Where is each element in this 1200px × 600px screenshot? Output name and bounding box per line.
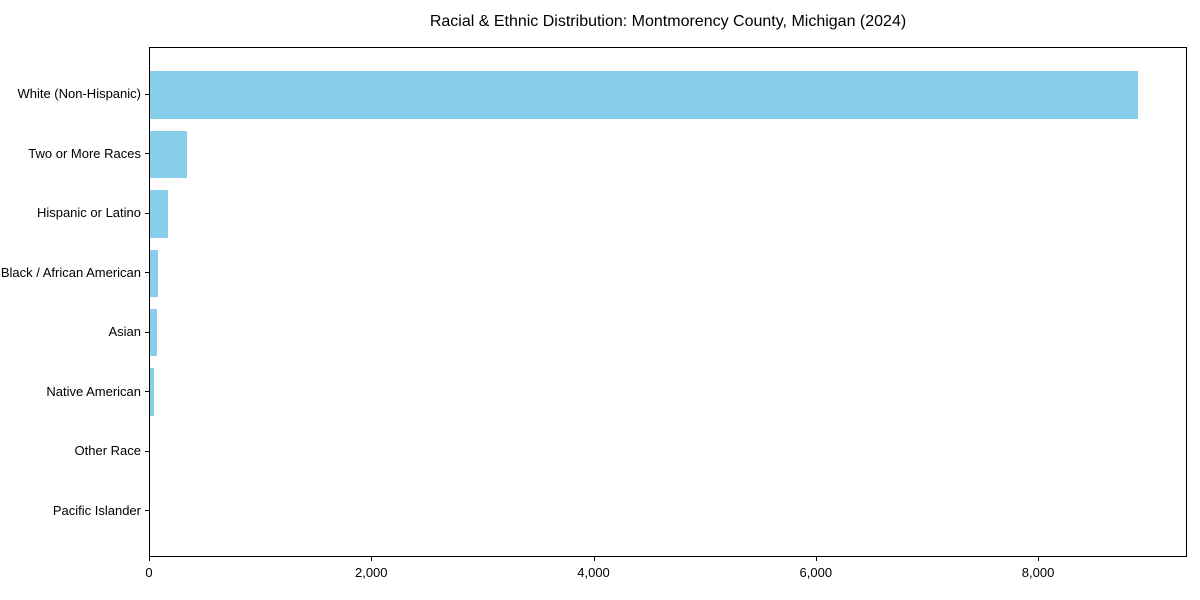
y-axis-label: Native American	[46, 383, 141, 399]
bar-5	[150, 368, 154, 416]
x-axis-tick	[1038, 557, 1039, 561]
x-axis-tick-label: 0	[145, 565, 153, 580]
x-axis-tick	[594, 557, 595, 561]
bar-2	[150, 190, 168, 238]
y-axis-label: Two or More Races	[28, 145, 141, 161]
bar-0	[150, 71, 1138, 119]
y-axis-label: Hispanic or Latino	[36, 205, 141, 221]
plot-area	[149, 47, 1187, 557]
y-axis-label: Pacific Islander	[52, 502, 141, 518]
bar-1	[150, 130, 187, 179]
bar-3	[150, 249, 158, 298]
y-axis-label: Asian	[108, 324, 141, 340]
x-axis-tick-label: 2,000	[354, 565, 388, 580]
y-axis-tick	[145, 94, 149, 95]
y-axis-tick	[145, 332, 149, 333]
chart-title: Racial & Ethnic Distribution: Montmorenc…	[429, 13, 907, 30]
y-axis-tick	[145, 153, 149, 154]
x-axis-tick	[149, 557, 150, 561]
x-axis-tick-label: 6,000	[799, 565, 833, 580]
x-axis-tick	[816, 557, 817, 561]
y-axis-label: Other Race	[74, 443, 141, 459]
y-axis-label: Black / African American	[0, 264, 141, 280]
x-axis-tick-label: 4,000	[577, 565, 610, 580]
y-axis-tick	[145, 272, 149, 273]
y-axis-tick	[145, 510, 149, 511]
y-axis-label: White (Non-Hispanic)	[17, 86, 141, 102]
bar-4	[150, 308, 157, 357]
x-axis-tick	[371, 557, 372, 561]
y-axis-tick	[145, 451, 149, 452]
x-axis-tick-label: 8,000	[1021, 565, 1055, 580]
y-axis-tick	[145, 213, 149, 214]
y-axis-tick	[145, 391, 149, 392]
